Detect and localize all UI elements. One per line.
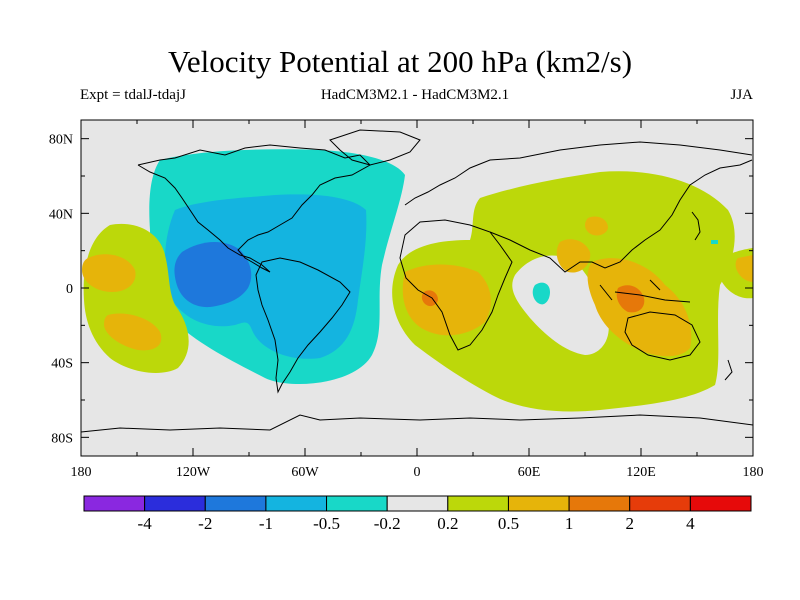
- axis-labels: 180 120W 60W 0 60E 120E 180 80N 40N 0 40S 80S: [49, 133, 764, 480]
- coast-indonesia: [599, 279, 691, 303]
- contour-pos-0.5-asia2: [585, 216, 608, 236]
- colorbar-label: -1: [259, 514, 273, 533]
- coast-greenland: [329, 129, 421, 166]
- colorbar-swatch: [447, 495, 509, 512]
- coast-asia: [489, 159, 753, 273]
- coast-south-america: [255, 257, 351, 394]
- colorbar-swatch: [83, 495, 146, 512]
- lon-tick-label: 120W: [176, 465, 211, 480]
- lat-tick-label: 80S: [51, 431, 73, 446]
- contour-pos-0.5-eastedge: [735, 255, 753, 282]
- lat-tick-label: 40N: [49, 207, 73, 222]
- coast-japan: [691, 211, 701, 241]
- lon-tick-label: 120E: [626, 465, 656, 480]
- contour-gap-indian: [512, 255, 609, 355]
- coast-newzealand: [724, 359, 733, 381]
- lat-tick-label: 80N: [49, 133, 73, 148]
- lat-tick-label: 40S: [51, 357, 73, 372]
- coast-africa: [399, 219, 513, 351]
- contour-pos-0.5-asia: [556, 239, 591, 273]
- coast-antarctica: [81, 414, 753, 433]
- lon-tick-label: 180: [743, 465, 764, 480]
- contour-neg-1: [174, 241, 252, 308]
- contour-pos-1-indonesia: [616, 285, 645, 313]
- contour-pos-0.5-pacific-n: [82, 254, 136, 292]
- colorbar-swatch: [386, 495, 449, 512]
- colorbar-swatch: [629, 495, 691, 512]
- colorbar-label: -0.5: [313, 514, 340, 533]
- colorbar-label: 2: [625, 514, 634, 533]
- colorbar-swatch: [265, 495, 328, 512]
- model-label: HadCM3M2.1 - HadCM3M2.1: [320, 87, 510, 103]
- contour-pos-0.5-africa: [402, 264, 491, 336]
- colorbar-labels: -4 -2 -1 -0.5 -0.2 0.2 0.5 1 2 4: [138, 514, 696, 533]
- colorbar-swatch: [326, 495, 388, 512]
- colorbar-label: -4: [138, 514, 153, 533]
- colorbar-swatch: [568, 495, 631, 512]
- contour-pos-0.5-pacific-s: [104, 313, 162, 351]
- chart-title: Velocity Potential at 200 hPa (km2/s): [167, 44, 633, 79]
- coast-europe: [404, 141, 753, 206]
- colorbar-swatch: [689, 495, 752, 512]
- axis-ticks: [80, 120, 754, 456]
- colorbar-label: 0.2: [437, 514, 458, 533]
- lon-tick-label: 180: [71, 465, 92, 480]
- coast-australia: [624, 311, 701, 361]
- colorbar-label: -2: [198, 514, 212, 533]
- contour-fills: [82, 149, 753, 412]
- colorbar: [83, 495, 752, 512]
- lon-tick-label: 60W: [291, 465, 319, 480]
- coast-north-america: [137, 144, 371, 273]
- experiment-label: Expt = tdalJ-tdajJ: [80, 87, 186, 103]
- season-label: JJA: [730, 87, 753, 103]
- coastlines: [81, 129, 753, 433]
- lon-tick-label: 0: [414, 465, 421, 480]
- colorbar-swatch: [204, 495, 267, 512]
- lat-tick-label: 0: [66, 282, 73, 297]
- colorbar-label: -0.2: [374, 514, 401, 533]
- colorbar-swatch: [144, 495, 206, 512]
- colorbar-label: 4: [686, 514, 695, 533]
- colorbar-label: 1: [565, 514, 574, 533]
- contour-neg-spot-asia: [711, 240, 718, 244]
- lon-tick-label: 60E: [518, 465, 541, 480]
- contour-neg-spot-indian: [532, 282, 550, 305]
- colorbar-label: 0.5: [498, 514, 519, 533]
- colorbar-swatch: [507, 495, 570, 512]
